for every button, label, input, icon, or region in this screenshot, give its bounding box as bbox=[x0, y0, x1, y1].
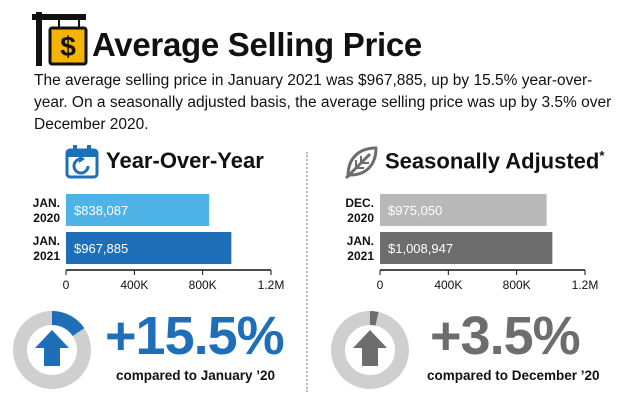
sa-gauge bbox=[331, 311, 409, 389]
intro-text: The average selling price in January 202… bbox=[34, 72, 612, 133]
yoy-tick-label: 1.2M bbox=[258, 278, 285, 292]
yoy-bar-value-label: $838,087 bbox=[74, 203, 128, 218]
sa-title: Seasonally Adjusted* bbox=[385, 148, 605, 174]
yoy-bar-value-label: $967,885 bbox=[74, 241, 128, 256]
yoy-bar bbox=[66, 194, 210, 226]
sa-bar-value-label: $1,008,947 bbox=[388, 241, 453, 256]
gauge-fill bbox=[51, 311, 85, 337]
sa-compared: compared to December ’20 bbox=[427, 368, 600, 383]
sa-tick-label: 800K bbox=[503, 278, 531, 292]
sa-bar-value-label: $975,050 bbox=[388, 203, 442, 218]
sa-change: +3.5% bbox=[430, 306, 581, 366]
up-arrow-icon bbox=[353, 330, 387, 366]
gauge-fill bbox=[369, 311, 379, 326]
calendar-refresh-icon bbox=[65, 145, 99, 179]
yoy-category-label: JAN. bbox=[33, 234, 60, 248]
yoy-change: +15.5% bbox=[105, 306, 285, 366]
sa-category-label: 2020 bbox=[347, 211, 374, 225]
sa-category-label: DEC. bbox=[345, 196, 374, 210]
sa-category-label: JAN. bbox=[347, 234, 374, 248]
yoy-tick-label: 0 bbox=[63, 278, 70, 292]
yoy-title: Year-Over-Year bbox=[106, 148, 264, 173]
up-arrow-icon bbox=[35, 330, 69, 366]
yoy-category-label: 2020 bbox=[33, 211, 60, 225]
svg-text:$: $ bbox=[60, 31, 76, 62]
yoy-gauge bbox=[13, 311, 91, 389]
sa-bar bbox=[380, 194, 547, 226]
sa-tick-label: 0 bbox=[377, 278, 384, 292]
sa-bar bbox=[380, 232, 553, 264]
section-divider bbox=[306, 152, 308, 392]
leaf-icon bbox=[344, 146, 378, 180]
dollar-sign-icon: $ bbox=[32, 12, 88, 66]
sa-tick-label: 1.2M bbox=[572, 278, 599, 292]
yoy-category-label: 2021 bbox=[33, 249, 60, 263]
sa-tick-label: 400K bbox=[434, 278, 462, 292]
yoy-bar bbox=[66, 232, 232, 264]
sa-category-label: 2021 bbox=[347, 249, 374, 263]
yoy-category-label: JAN. bbox=[33, 196, 60, 210]
yoy-tick-label: 800K bbox=[189, 278, 217, 292]
yoy-compared: compared to January ’20 bbox=[116, 368, 276, 383]
page-title: Average Selling Price bbox=[92, 26, 422, 63]
yoy-tick-label: 400K bbox=[120, 278, 148, 292]
sa-footnote-marker: * bbox=[599, 148, 605, 163]
